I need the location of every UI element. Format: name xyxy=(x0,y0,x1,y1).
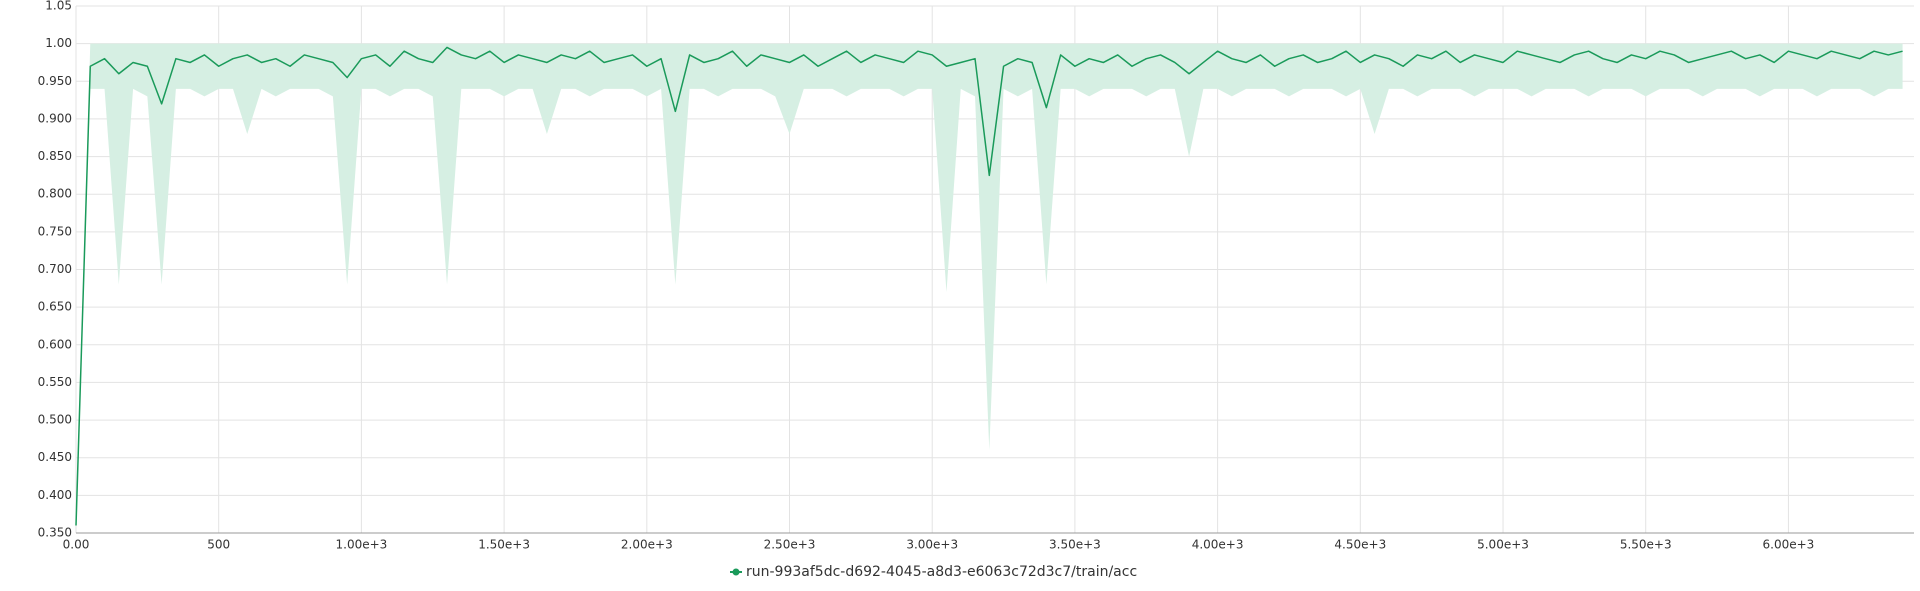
series-line xyxy=(75,46,1903,526)
y-tick-label: 0.700 xyxy=(38,262,72,276)
y-tick-label: 0.950 xyxy=(38,74,72,88)
y-tick-label: 0.750 xyxy=(38,224,72,238)
y-tick-label: 0.800 xyxy=(38,187,72,201)
y-tick-label: 0.650 xyxy=(38,300,72,314)
y-tick-label: 0.450 xyxy=(38,450,72,464)
x-tick-label: 2.00e+3 xyxy=(621,538,673,552)
x-tick-label: 1.00e+3 xyxy=(336,538,388,552)
y-tick-label: 0.350 xyxy=(38,526,72,540)
y-tick-label: 0.900 xyxy=(38,111,72,125)
x-tick-label: 1.50e+3 xyxy=(478,538,530,552)
y-tick-label: 0.600 xyxy=(38,337,72,351)
x-tick-label: 4.00e+3 xyxy=(1192,538,1244,552)
x-tick-label: 5.50e+3 xyxy=(1620,538,1672,552)
y-tick-label: 0.550 xyxy=(38,375,72,389)
legend-label: run-993af5dc-d692-4045-a8d3-e6063c72d3c7… xyxy=(746,564,1137,580)
legend: run-993af5dc-d692-4045-a8d3-e6063c72d3c7… xyxy=(730,564,1137,580)
x-tick-label: 0.00 xyxy=(63,538,90,552)
x-tick-label: 3.00e+3 xyxy=(906,538,958,552)
legend-dot xyxy=(732,568,740,576)
range-band xyxy=(76,43,1903,526)
x-tick-label: 2.50e+3 xyxy=(764,538,816,552)
y-tick-label: 1.00 xyxy=(45,36,72,50)
x-tick-label: 6.00e+3 xyxy=(1763,538,1815,552)
y-tick-label: 0.850 xyxy=(38,149,72,163)
x-tick-label: 3.50e+3 xyxy=(1049,538,1101,552)
x-tick-label: 500 xyxy=(207,538,230,552)
y-tick-label: 1.05 xyxy=(45,0,72,13)
x-tick-label: 4.50e+3 xyxy=(1334,538,1386,552)
x-tick-label: 5.00e+3 xyxy=(1477,538,1529,552)
y-tick-label: 0.500 xyxy=(38,413,72,427)
y-tick-label: 0.400 xyxy=(38,488,72,502)
